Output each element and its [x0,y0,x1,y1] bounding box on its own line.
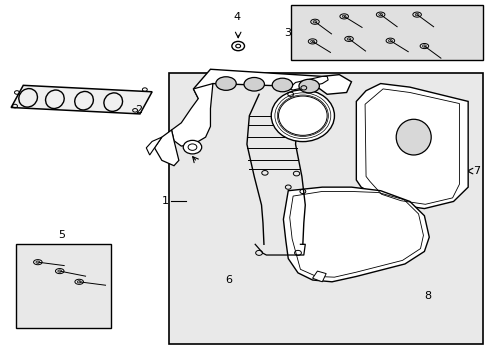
Polygon shape [356,84,467,208]
Text: 8: 8 [424,291,430,301]
Ellipse shape [395,119,430,155]
Ellipse shape [244,77,264,91]
Ellipse shape [215,77,236,90]
Text: 1: 1 [162,197,169,206]
Polygon shape [287,76,327,90]
Text: 6: 6 [224,275,232,285]
Polygon shape [146,137,162,155]
Text: 3: 3 [283,28,290,38]
Polygon shape [283,187,428,282]
Text: 7: 7 [472,166,479,176]
Ellipse shape [271,90,334,141]
Text: 5: 5 [59,230,65,240]
Ellipse shape [183,140,201,154]
Polygon shape [154,130,179,166]
Ellipse shape [298,79,319,93]
Polygon shape [193,69,351,99]
Bar [290,5,482,60]
Bar [169,73,482,344]
Polygon shape [312,271,325,282]
Text: 4: 4 [233,12,240,22]
Polygon shape [11,85,152,114]
Text: 2: 2 [135,105,142,115]
Ellipse shape [272,78,292,92]
Polygon shape [171,84,212,146]
Bar [16,244,111,328]
